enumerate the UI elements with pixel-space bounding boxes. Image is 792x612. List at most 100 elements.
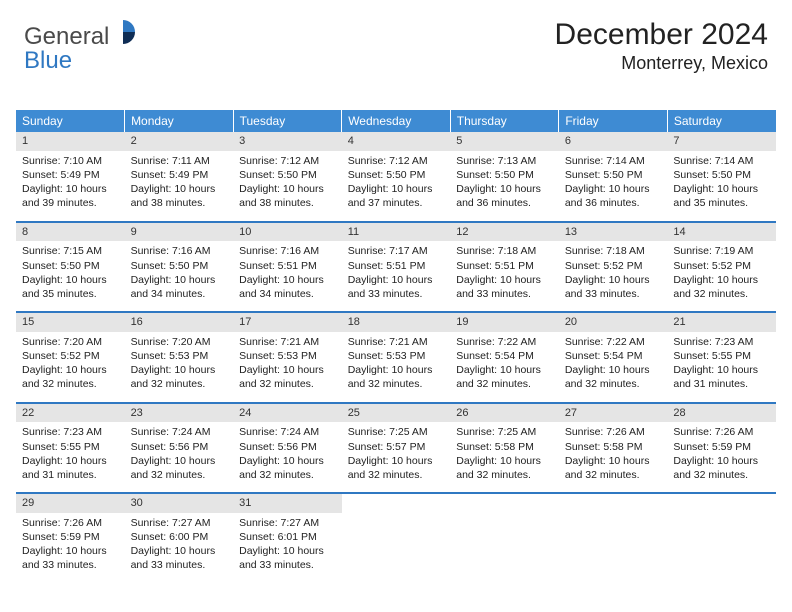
sunrise-text: Sunrise: 7:26 AM xyxy=(22,516,119,530)
day-details: Sunrise: 7:14 AMSunset: 5:50 PMDaylight:… xyxy=(565,154,662,211)
calendar-day-cell xyxy=(450,493,559,583)
calendar-day-cell: 7 Sunrise: 7:14 AMSunset: 5:50 PMDaylight… xyxy=(667,132,776,222)
sunrise-text: Sunrise: 7:22 AM xyxy=(456,335,553,349)
header-block: December 2024 Monterrey, Mexico xyxy=(555,18,768,74)
daylight-text: Daylight: 10 hours and 32 minutes. xyxy=(22,363,119,391)
calendar-week-row: 8 Sunrise: 7:15 AMSunset: 5:50 PMDaylight… xyxy=(16,222,776,313)
day-details: Sunrise: 7:22 AMSunset: 5:54 PMDaylight:… xyxy=(456,335,553,392)
day-details: Sunrise: 7:14 AMSunset: 5:50 PMDaylight:… xyxy=(673,154,770,211)
sunrise-text: Sunrise: 7:20 AM xyxy=(22,335,119,349)
day-number: 1 xyxy=(16,132,125,151)
calendar-day-cell: 31Sunrise: 7:27 AMSunset: 6:01 PMDayligh… xyxy=(233,493,342,583)
weekday-header: Tuesday xyxy=(233,110,342,132)
weekday-header: Friday xyxy=(559,110,668,132)
sunset-text: Sunset: 5:53 PM xyxy=(131,349,228,363)
day-number: 10 xyxy=(233,223,342,242)
calendar-week-row: 15Sunrise: 7:20 AMSunset: 5:52 PMDayligh… xyxy=(16,312,776,403)
sunset-text: Sunset: 5:51 PM xyxy=(239,259,336,273)
sunset-text: Sunset: 5:56 PM xyxy=(131,440,228,454)
brand-name-1: General xyxy=(24,23,109,50)
logo-pie-icon xyxy=(111,20,135,49)
calendar-body: 1 Sunrise: 7:10 AM Sunset: 5:49 PM Daylight… xyxy=(16,132,776,583)
day-number: 11 xyxy=(342,223,451,242)
sunrise-text: Sunrise: 7:21 AM xyxy=(239,335,336,349)
calendar-day-cell: 14Sunrise: 7:19 AMSunset: 5:52 PMDayligh… xyxy=(667,222,776,313)
calendar-day-cell: 13Sunrise: 7:18 AMSunset: 5:52 PMDayligh… xyxy=(559,222,668,313)
calendar-day-cell: 15Sunrise: 7:20 AMSunset: 5:52 PMDayligh… xyxy=(16,312,125,403)
calendar-day-cell: 17Sunrise: 7:21 AMSunset: 5:53 PMDayligh… xyxy=(233,312,342,403)
sunset-text: Sunset: 5:57 PM xyxy=(348,440,445,454)
day-details: Sunrise: 7:13 AMSunset: 5:50 PMDaylight:… xyxy=(456,154,553,211)
sunrise-text: Sunrise: 7:12 AM xyxy=(239,154,336,168)
day-details: Sunrise: 7:20 AMSunset: 5:52 PMDaylight:… xyxy=(22,335,119,392)
calendar-day-cell: 12Sunrise: 7:18 AMSunset: 5:51 PMDayligh… xyxy=(450,222,559,313)
day-details: Sunrise: 7:23 AMSunset: 5:55 PMDaylight:… xyxy=(673,335,770,392)
calendar-day-cell: 4Sunrise: 7:12 AMSunset: 5:50 PMDaylight… xyxy=(342,132,451,222)
sunset-text: Sunset: 5:50 PM xyxy=(22,259,119,273)
sunset-text: Sunset: 5:52 PM xyxy=(22,349,119,363)
daylight-text: Daylight: 10 hours and 33 minutes. xyxy=(239,544,336,572)
sunset-text: Sunset: 5:50 PM xyxy=(239,168,336,182)
sunset-text: Sunset: 5:52 PM xyxy=(565,259,662,273)
calendar-day-cell: 21Sunrise: 7:23 AMSunset: 5:55 PMDayligh… xyxy=(667,312,776,403)
sunset-text: Sunset: 5:54 PM xyxy=(565,349,662,363)
daylight-text: Daylight: 10 hours and 39 minutes. xyxy=(22,182,119,210)
sunrise-text: Sunrise: 7:23 AM xyxy=(673,335,770,349)
day-number: 30 xyxy=(125,494,234,513)
calendar-day-cell: 30Sunrise: 7:27 AMSunset: 6:00 PMDayligh… xyxy=(125,493,234,583)
calendar-day-cell xyxy=(667,493,776,583)
sunset-text: Sunset: 5:51 PM xyxy=(348,259,445,273)
sunset-text: Sunset: 5:56 PM xyxy=(239,440,336,454)
sunrise-text: Sunrise: 7:22 AM xyxy=(565,335,662,349)
day-number: 5 xyxy=(450,132,559,151)
day-details: Sunrise: 7:26 AMSunset: 5:58 PMDaylight:… xyxy=(565,425,662,482)
daylight-text: Daylight: 10 hours and 35 minutes. xyxy=(673,182,770,210)
calendar-day-cell: 29Sunrise: 7:26 AMSunset: 5:59 PMDayligh… xyxy=(16,493,125,583)
daylight-text: Daylight: 10 hours and 32 minutes. xyxy=(673,273,770,301)
day-details: Sunrise: 7:25 AMSunset: 5:57 PMDaylight:… xyxy=(348,425,445,482)
day-number: 8 xyxy=(16,223,125,242)
sunset-text: Sunset: 6:00 PM xyxy=(131,530,228,544)
calendar-week-row: 1 Sunrise: 7:10 AM Sunset: 5:49 PM Daylight… xyxy=(16,132,776,222)
daylight-text: Daylight: 10 hours and 32 minutes. xyxy=(456,363,553,391)
calendar-day-cell: 19Sunrise: 7:22 AMSunset: 5:54 PMDayligh… xyxy=(450,312,559,403)
calendar-day-cell: 20Sunrise: 7:22 AMSunset: 5:54 PMDayligh… xyxy=(559,312,668,403)
calendar-day-cell: 25 Sunrise: 7:25 AMSunset: 5:57 PMDayligh… xyxy=(342,403,451,494)
sunset-text: Sunset: 5:53 PM xyxy=(239,349,336,363)
calendar-day-cell xyxy=(342,493,451,583)
daylight-text: Daylight: 10 hours and 33 minutes. xyxy=(565,273,662,301)
sunrise-text: Sunrise: 7:19 AM xyxy=(673,244,770,258)
daylight-text: Daylight: 10 hours and 32 minutes. xyxy=(348,363,445,391)
day-number: 16 xyxy=(125,313,234,332)
day-details: Sunrise: 7:24 AMSunset: 5:56 PMDaylight:… xyxy=(131,425,228,482)
day-number: 3 xyxy=(233,132,342,151)
day-details: Sunrise: 7:26 AMSunset: 5:59 PMDaylight:… xyxy=(22,516,119,573)
sunset-text: Sunset: 5:49 PM xyxy=(131,168,228,182)
day-details: Sunrise: 7:23 AMSunset: 5:55 PMDaylight:… xyxy=(22,425,119,482)
daylight-text: Daylight: 10 hours and 36 minutes. xyxy=(565,182,662,210)
weekday-header: Thursday xyxy=(450,110,559,132)
day-number: 23 xyxy=(125,404,234,423)
sunset-text: Sunset: 5:58 PM xyxy=(565,440,662,454)
daylight-text: Daylight: 10 hours and 31 minutes. xyxy=(673,363,770,391)
sunset-text: Sunset: 6:01 PM xyxy=(239,530,336,544)
page-title: December 2024 xyxy=(555,18,768,51)
day-number: 25 xyxy=(342,404,451,423)
day-details: Sunrise: 7:18 AMSunset: 5:51 PMDaylight:… xyxy=(456,244,553,301)
day-details: Sunrise: 7:15 AMSunset: 5:50 PMDaylight:… xyxy=(22,244,119,301)
sunset-text: Sunset: 5:52 PM xyxy=(673,259,770,273)
calendar-day-cell xyxy=(559,493,668,583)
sunset-text: Sunset: 5:59 PM xyxy=(22,530,119,544)
calendar-week-row: 29Sunrise: 7:26 AMSunset: 5:59 PMDayligh… xyxy=(16,493,776,583)
daylight-text: Daylight: 10 hours and 31 minutes. xyxy=(22,454,119,482)
sunrise-text: Sunrise: 7:16 AM xyxy=(131,244,228,258)
daylight-text: Daylight: 10 hours and 34 minutes. xyxy=(131,273,228,301)
sunrise-text: Sunrise: 7:10 AM xyxy=(22,154,119,168)
sunset-text: Sunset: 5:54 PM xyxy=(456,349,553,363)
calendar-day-cell: 26Sunrise: 7:25 AMSunset: 5:58 PMDayligh… xyxy=(450,403,559,494)
calendar-day-cell: 2Sunrise: 7:11 AMSunset: 5:49 PMDaylight… xyxy=(125,132,234,222)
calendar-day-cell: 3Sunrise: 7:12 AMSunset: 5:50 PMDaylight… xyxy=(233,132,342,222)
sunrise-text: Sunrise: 7:24 AM xyxy=(131,425,228,439)
day-number: 7 xyxy=(667,132,776,151)
day-number: 22 xyxy=(16,404,125,423)
